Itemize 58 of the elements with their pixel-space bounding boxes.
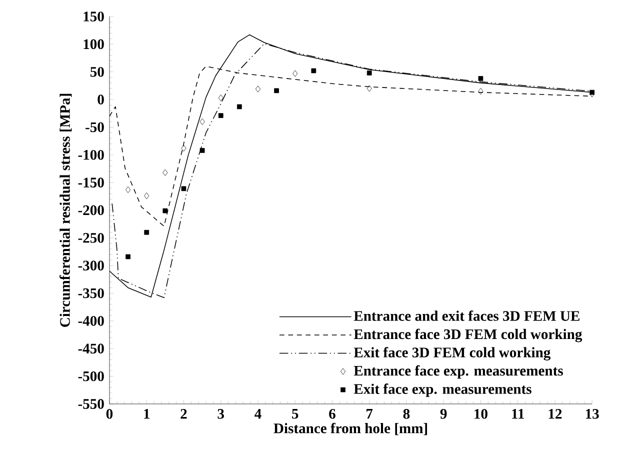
point	[478, 88, 484, 94]
legend-label: Exit face 3D FEM cold working	[354, 346, 551, 360]
point	[292, 70, 298, 77]
point	[366, 85, 372, 92]
x-tick-label: 8	[403, 408, 410, 419]
y-axis-title: Circumferential residual stress [MPa]	[60, 94, 72, 327]
point	[162, 208, 168, 214]
y-tick-label: -500	[78, 371, 104, 382]
y-tick-label: 0	[98, 94, 104, 104]
x-tick-label: 9	[440, 408, 447, 419]
point	[144, 192, 150, 199]
point	[255, 86, 260, 92]
x-tick-label: 2	[180, 408, 187, 418]
x-tick-label: 4	[254, 408, 262, 418]
legend-label: Entrance face 3D FEM cold working	[354, 328, 582, 342]
legend-label: Entrance and exit faces 3D FEM UE	[354, 310, 580, 321]
x-tick-label: 6	[329, 408, 336, 419]
x-tick-label: 11	[512, 408, 524, 418]
y-tick-label: -100	[78, 150, 104, 160]
point	[181, 186, 186, 191]
x-tick-label: 3	[218, 408, 224, 419]
x-tick-label: 0	[106, 408, 113, 419]
y-tick-label: -300	[78, 260, 104, 270]
y-tick-label: -250	[78, 232, 104, 243]
point	[311, 68, 316, 74]
x-tick-label: 7	[366, 408, 373, 418]
y-tick-label: -450	[78, 344, 104, 354]
x-tick-label: 13	[586, 408, 599, 419]
point	[126, 186, 131, 193]
y-tick-label: -50	[86, 122, 104, 132]
y-tick-label: 50	[90, 66, 104, 77]
point	[478, 76, 484, 81]
point	[144, 230, 150, 235]
y-tick-label: -550	[78, 398, 104, 409]
point	[218, 112, 224, 118]
x-axis-title: Distance from hole [mm]	[274, 422, 428, 435]
legend-label: Entrance face exp. measurements	[354, 365, 563, 378]
y-tick-label: 100	[84, 39, 104, 49]
point	[162, 169, 168, 176]
y-tick-label: 150	[84, 11, 104, 22]
point	[366, 70, 372, 76]
point	[200, 118, 205, 125]
y-tick-label: -400	[78, 316, 104, 326]
point	[590, 90, 595, 95]
x-tick-label: 5	[292, 408, 298, 419]
point	[218, 94, 224, 102]
y-tick-label: -350	[78, 288, 104, 298]
legend-label: Exit face exp. measurements	[354, 383, 532, 397]
point	[126, 254, 130, 259]
x-tick-label: 1	[144, 408, 150, 418]
y-tick-label: -150	[78, 177, 104, 188]
x-tick-label: 10	[474, 408, 488, 419]
point	[236, 104, 242, 109]
point	[200, 148, 205, 153]
y-tick-label: -200	[78, 205, 104, 215]
point	[181, 144, 186, 152]
x-tick-label: 12	[548, 408, 562, 418]
point	[274, 88, 279, 93]
